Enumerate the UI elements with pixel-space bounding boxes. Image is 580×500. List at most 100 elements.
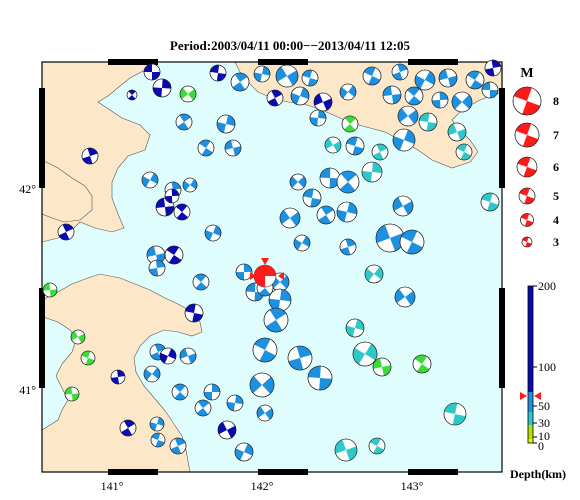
focal-mechanism-94 [226,394,244,412]
focal-mechanism-10 [290,86,310,106]
focal-mechanism-86 [110,369,126,385]
focal-mechanism-43 [173,203,191,221]
focal-mechanism-22 [451,91,473,113]
depth-label-10: 10 [538,429,550,443]
focal-mechanism-25 [309,109,327,127]
focal-mechanism-104 [368,437,386,455]
magnitude-legend-label-3: 3 [553,235,559,249]
focal-mechanism-28 [175,113,193,131]
focal-mechanism-65 [42,282,58,298]
focal-mechanism-85 [412,354,432,374]
focal-mechanism-50 [302,188,322,208]
magnitude-legend-ball-6 [516,156,538,178]
main-shock-marker-left [250,272,256,280]
focal-mechanism-6 [253,65,271,83]
focal-mechanism-100 [150,432,166,448]
main-shock-marker-top [261,258,269,265]
main-shock-fill-2 [254,276,265,287]
main-shock [250,258,284,288]
focal-mechanism-21 [431,91,449,109]
focal-mechanism-20 [404,86,424,106]
focal-mechanism-84 [372,357,392,377]
focal-mechanism-103 [334,438,358,462]
frame-tick-bottom-0 [108,469,158,475]
focal-mechanism-52 [336,201,358,223]
depth-bar-mid [528,392,533,412]
frame-tick-top-2 [408,59,458,65]
focal-mechanism-51 [316,205,336,225]
frame-tick-right-0 [499,88,505,188]
magnitude-legend-ball-3 [521,236,533,248]
focal-mechanism-98 [149,416,165,432]
focal-mechanism-76 [70,329,86,345]
lat-label-41: 41° [19,383,36,397]
depth-scale: 200 100 50 30 10 0 Depth(km) [510,279,566,481]
focal-mechanism-39 [197,139,215,157]
frame-tick-right-1 [499,288,505,388]
focal-mechanism-48 [361,161,383,183]
focal-mechanism-2 [152,78,172,98]
main-shock-fill-3 [254,265,265,276]
depth-label-30: 30 [538,416,550,430]
lon-label-143: 143° [401,479,424,493]
focal-mechanism-90 [203,383,221,401]
focal-mechanism-58 [399,229,425,255]
focal-mechanism-32 [371,143,389,161]
main-shock-marker-right [278,272,284,280]
focal-mechanism-30 [324,136,342,154]
focal-mechanism-33 [392,128,416,152]
focal-mechanism-64 [364,264,384,284]
period-title: Period:2003/04/11 00:00−−2013/04/11 12:0… [169,38,411,53]
focal-mechanism-27 [418,112,438,132]
depth-bar-veryshallow [528,425,533,439]
focal-mechanism-56 [204,224,222,242]
focal-mechanism-93 [194,399,212,417]
focal-mechanism-4 [209,64,227,82]
focal-mechanism-23 [481,81,499,99]
focal-mechanism-59 [339,238,357,256]
focal-mechanism-24 [341,115,359,133]
magnitude-legend-ball-5 [518,187,536,205]
lon-label-142: 142° [251,479,274,493]
focal-mechanism-63 [148,259,166,277]
depth-marker-left [520,392,527,400]
magnitude-legend-title: M [520,66,533,81]
focal-mechanism-37 [141,171,159,189]
lat-label-42: 42° [19,182,36,196]
focal-mechanism-1 [126,89,138,101]
focal-mechanism-96 [443,402,467,426]
focal-mechanism-77 [80,350,96,366]
magnitude-legend-label-4: 4 [553,213,559,227]
depth-label-0: 0 [538,439,544,453]
focal-mechanism-17 [484,59,502,77]
focal-mechanism-99 [217,420,237,440]
focal-mechanism-73 [184,303,204,323]
focal-mechanism-26 [397,105,419,127]
focal-mechanism-67 [235,263,253,281]
focal-mechanism-9 [266,89,284,107]
magnitude-legend-ball-8 [512,86,542,116]
focal-mechanism-41 [182,177,198,193]
focal-mechanism-5 [230,72,250,92]
focal-mechanism-14 [414,69,436,91]
focal-mechanism-8 [301,69,319,87]
frame-tick-top-1 [258,59,308,65]
focal-mechanism-45 [289,173,307,191]
frame-tick-bottom-2 [408,469,458,475]
focal-mechanism-71 [268,288,292,312]
focal-mechanism-101 [169,437,187,455]
depth-bar-surface [528,439,533,443]
focal-mechanism-47 [336,170,360,194]
focal-mechanism-34 [447,122,467,142]
focal-mechanism-35 [455,143,473,161]
focal-mechanism-46 [319,167,341,189]
focal-mechanism-54 [480,192,500,212]
focal-mechanism-102 [234,442,254,462]
focal-mechanism-15 [438,68,458,88]
focal-mechanism-82 [287,345,313,371]
frame-tick-left-1 [39,288,45,388]
frame-ticks [39,59,505,475]
focal-mechanism-16 [465,70,485,90]
focal-mechanism-62 [164,245,184,265]
focal-mechanism-97 [119,419,137,437]
